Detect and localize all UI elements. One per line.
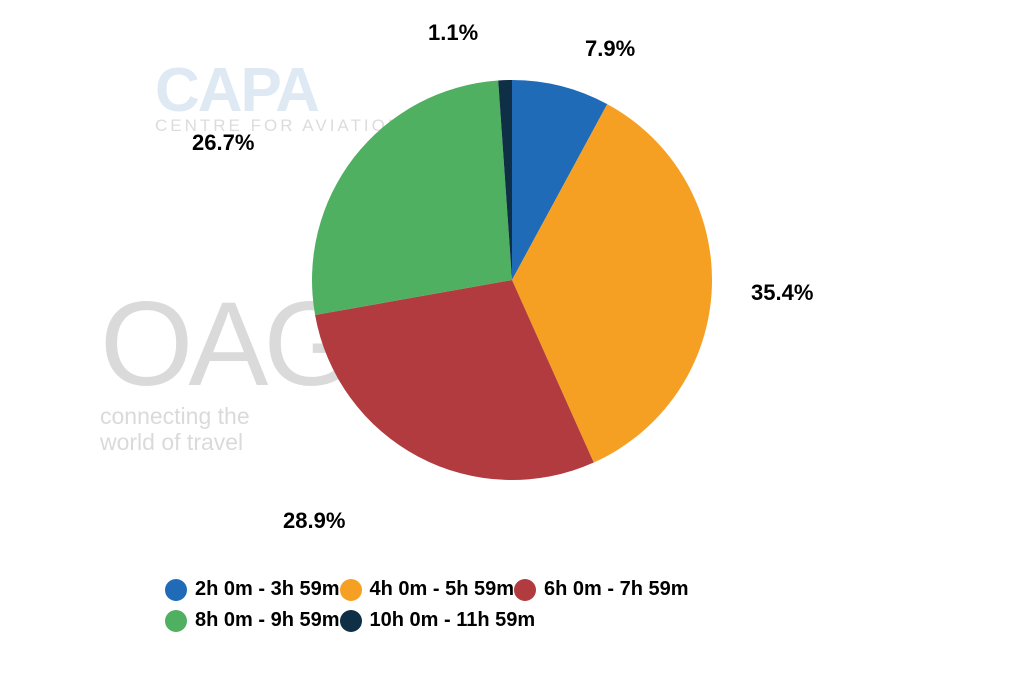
slice-label: 1.1% <box>428 20 478 46</box>
legend-swatch <box>340 579 362 601</box>
legend-item: 6h 0m - 7h 59m <box>514 578 689 601</box>
legend-item: 8h 0m - 9h 59m <box>165 609 340 632</box>
slice-label: 35.4% <box>751 280 813 306</box>
legend-label: 8h 0m - 9h 59m <box>195 609 340 632</box>
legend-item: 10h 0m - 11h 59m <box>340 609 536 632</box>
legend-item: 4h 0m - 5h 59m <box>340 578 515 601</box>
pie-svg <box>312 80 712 480</box>
legend-swatch <box>165 610 187 632</box>
slice-label: 26.7% <box>192 130 254 156</box>
legend-label: 2h 0m - 3h 59m <box>195 578 340 601</box>
legend-swatch <box>340 610 362 632</box>
legend-item: 2h 0m - 3h 59m <box>165 578 340 601</box>
legend-swatch <box>514 579 536 601</box>
slice-label: 7.9% <box>585 36 635 62</box>
legend-label: 10h 0m - 11h 59m <box>370 609 536 632</box>
legend-label: 6h 0m - 7h 59m <box>544 578 689 601</box>
legend-label: 4h 0m - 5h 59m <box>370 578 515 601</box>
slice-label: 28.9% <box>283 508 345 534</box>
pie-slice <box>312 80 512 315</box>
legend-swatch <box>165 579 187 601</box>
legend: 2h 0m - 3h 59m 4h 0m - 5h 59m 6h 0m - 7h 5… <box>165 578 865 640</box>
